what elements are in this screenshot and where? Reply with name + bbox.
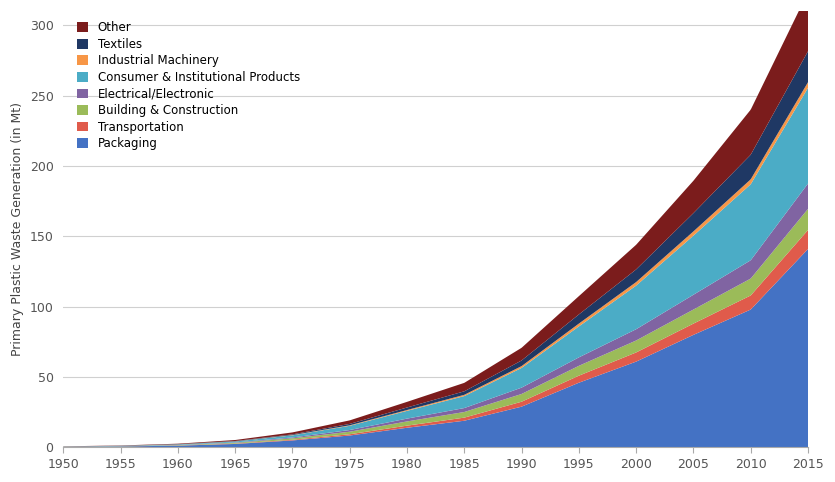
Legend: Other, Textiles, Industrial Machinery, Consumer & Institutional Products, Electr: Other, Textiles, Industrial Machinery, C… <box>77 21 300 150</box>
Y-axis label: Primary Plastic Waste Generation (in Mt): Primary Plastic Waste Generation (in Mt) <box>11 102 24 356</box>
